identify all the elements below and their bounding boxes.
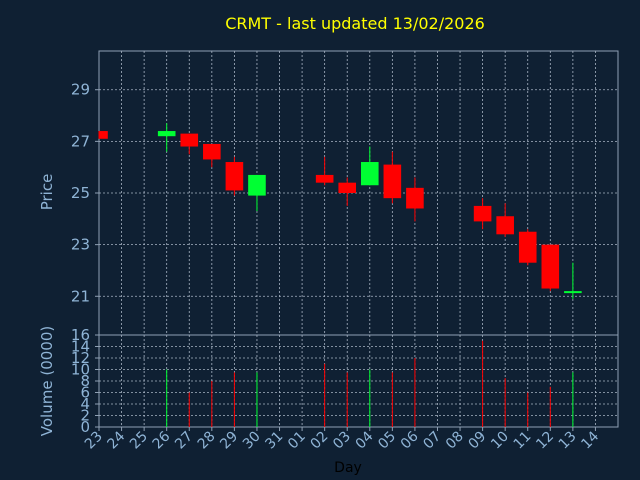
price-axis-label: Price [38, 174, 56, 211]
candle-body [99, 131, 108, 139]
volume-tick-label: 6 [80, 384, 90, 402]
x-tick-label: 14 [578, 428, 602, 452]
volume-tick-label: 16 [71, 326, 90, 344]
x-tick-label: 13 [556, 429, 580, 453]
candle-body [248, 174, 266, 196]
x-tick-label: 10 [488, 429, 512, 453]
x-tick-label: 03 [330, 429, 354, 453]
volume-tick-label: 12 [71, 349, 90, 367]
candle-body [180, 133, 199, 147]
x-tick-label: 08 [443, 429, 467, 453]
x-tick-label: 06 [398, 428, 422, 452]
candle-body [203, 143, 221, 160]
x-tick-label: 12 [533, 429, 557, 453]
volume-tick-label: 14 [71, 338, 90, 356]
volume-grid [99, 335, 618, 427]
volume-tick-label: 8 [80, 372, 90, 390]
candle-body [225, 162, 244, 191]
x-tick-label: 09 [466, 429, 490, 453]
x-tick-label: 02 [308, 429, 332, 453]
candle-body [338, 182, 357, 193]
chart-title: CRMT - last updated 13/02/2026 [225, 14, 485, 33]
x-tick-label: 26 [150, 428, 174, 452]
candle-body [496, 216, 514, 235]
x-tick-label: 31 [262, 429, 286, 453]
x-tick-label: 07 [420, 429, 444, 453]
candle-body [383, 164, 402, 199]
price-tick-label: 23 [71, 236, 90, 254]
volume-axis-label: Volume (0000) [38, 326, 56, 436]
x-tick-label: 04 [353, 428, 377, 452]
x-ticks: 2324252627282930310102030405060708091011… [82, 427, 602, 452]
price-tick-label: 21 [71, 287, 90, 305]
x-axis-label: Day [334, 460, 362, 476]
price-tick-label: 27 [71, 132, 90, 150]
x-tick-label: 29 [217, 429, 241, 453]
volume-bars [166, 340, 574, 427]
volume-tick-label: 0 [80, 418, 90, 436]
x-tick-label: 25 [127, 429, 151, 453]
candle-body [406, 187, 424, 209]
candle-body [518, 231, 537, 263]
x-tick-label: 01 [285, 429, 309, 453]
candle-body [473, 205, 492, 222]
price-tick-label: 29 [71, 81, 90, 99]
x-tick-label: 30 [240, 429, 264, 453]
volume-tick-label: 4 [80, 395, 90, 413]
candle-body [541, 244, 560, 289]
volume-tick-label: 10 [71, 361, 90, 379]
candle-body [564, 291, 582, 294]
candle-body [360, 162, 379, 186]
candles [98, 123, 582, 299]
x-tick-label: 11 [511, 429, 535, 453]
x-tick-label: 05 [375, 429, 399, 453]
price-grid [99, 51, 618, 335]
price-y-ticks: 21 23 25 27 29 [71, 81, 99, 305]
volume-tick-label: 2 [80, 407, 90, 425]
candle-body [157, 131, 176, 137]
x-tick-label: 24 [104, 428, 128, 452]
x-tick-label: 27 [172, 429, 196, 453]
price-tick-label: 25 [71, 184, 90, 202]
x-tick-label: 28 [195, 429, 219, 453]
candle-body [315, 174, 334, 183]
